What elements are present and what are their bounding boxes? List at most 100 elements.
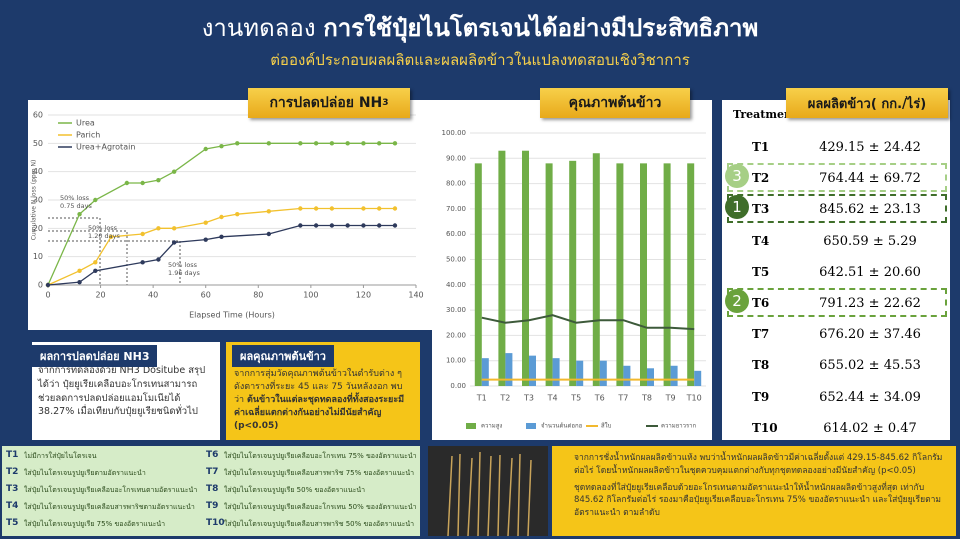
highlight-box (727, 163, 947, 193)
annotation: 50% loss (168, 261, 198, 269)
highlight-box (727, 288, 947, 317)
bar (552, 358, 560, 386)
legend-swatch (466, 423, 476, 429)
treatment-label: T8 (752, 358, 770, 373)
treatment-code: T3 (6, 484, 19, 494)
bar (687, 163, 695, 386)
point (219, 214, 224, 220)
rank-badge: 3 (725, 164, 749, 189)
x-tick-label: T1 (476, 394, 487, 403)
point (298, 223, 303, 228)
point (329, 141, 335, 146)
half-loss-guides (48, 217, 181, 285)
yield-value: 676.20 ± 37.46 (819, 327, 921, 343)
point (156, 177, 161, 183)
x-tick-label: T7 (617, 394, 628, 403)
bar (694, 370, 702, 386)
y-axis-title: Cumulative N loss (ppm N) (31, 160, 38, 241)
tab-text: การปลดปล่อย NH (269, 95, 383, 111)
rank-badge: 2 (725, 289, 749, 313)
y-tick-label: 40.00 (446, 281, 466, 289)
y-tick-label: 80.00 (446, 180, 466, 188)
point (140, 231, 145, 237)
x-tick-label: T3 (523, 394, 534, 403)
point (235, 141, 240, 146)
point (392, 223, 398, 228)
point (124, 180, 130, 186)
nh3-chart: 0 10 20 30 40 50 60 0 20 40 60 80 100 120 140 Elapsed T… (31, 111, 424, 320)
point (77, 268, 82, 274)
rank-badge: 1 (725, 195, 749, 220)
bar (640, 163, 647, 386)
point (77, 279, 82, 285)
x-tick-label: 0 (45, 291, 50, 300)
legend-label: Parich (76, 131, 100, 140)
quality-result-title: ผลคุณภาพต้นข้าว (232, 345, 334, 367)
point (313, 223, 319, 228)
point (156, 226, 161, 231)
bar (569, 160, 577, 386)
point (156, 257, 161, 262)
point (377, 223, 382, 228)
point (45, 282, 51, 288)
treatment-desc: ใส่ปุ๋ยไนโตรเจนรูปยูเรียตามอัตราแนะนำ (24, 469, 146, 477)
point (298, 206, 303, 211)
x-tick-label: T2 (499, 394, 510, 403)
nh3-tab: การปลดปล่อย NH 3 (248, 88, 410, 118)
annotation: 50% loss (88, 224, 118, 232)
bar (592, 153, 600, 386)
point (377, 141, 382, 146)
yield-value: 642.51 ± 20.60 (819, 264, 921, 280)
bar (616, 163, 624, 386)
bar (663, 163, 671, 386)
legend-label: จำนวนต้นต่อกอ (541, 423, 583, 430)
y-tick-label: 70.00 (446, 205, 466, 213)
series-line (47, 224, 395, 286)
yield-value: 429.15 ± 24.42 (819, 140, 921, 155)
treatment-desc: ใส่ปุ๋ยไนโตรเจนรูปยูเรียเคลือบสารพาริช 7… (224, 469, 415, 477)
x-tick-label: 140 (408, 291, 423, 300)
treatment-code: T5 (6, 518, 19, 528)
bar (623, 365, 631, 386)
x-tick-label: 20 (95, 291, 105, 300)
treatment-label: T1 (752, 140, 770, 154)
treatment-code: T9 (206, 501, 219, 511)
point (377, 206, 382, 211)
bar (545, 163, 553, 386)
treatment-desc: ใส่ปุ๋ยไนโตรเจนรูปยูเรียเคลือบสารพาริชตา… (24, 503, 195, 511)
point (93, 260, 98, 265)
y-tick-label: 100.00 (442, 129, 467, 137)
x-tick-label: 120 (356, 291, 371, 300)
y-tick-label: 40 (33, 167, 43, 176)
treatment-code: T7 (206, 467, 219, 477)
legend-label: ความสูง (481, 423, 502, 430)
highlight-box (727, 194, 947, 224)
y-tick-label: 60.00 (446, 230, 466, 238)
bar (481, 358, 489, 386)
point (77, 211, 82, 217)
treatment-code: T6 (206, 450, 219, 460)
quality-text: จากการสุ่มวัดคุณภาพต้นข้าวในตำรับต่าง ๆ … (234, 369, 403, 406)
annotation: 50% loss (60, 194, 90, 202)
bar (647, 368, 654, 386)
treatment-label: T9 (752, 389, 770, 404)
x-tick-label: T4 (547, 394, 558, 403)
yield-value: 764.44 ± 69.72 (819, 171, 921, 187)
legend-label: ความยาวราก (661, 423, 697, 430)
y-tick-label: 50.00 (446, 256, 466, 264)
legend-label: สีใบ (601, 422, 612, 430)
point (266, 209, 271, 214)
bar (474, 163, 482, 386)
x-tick-label: 40 (148, 291, 158, 300)
point (203, 220, 208, 225)
conclusion-1: จากการชั่งน้ำหนักผลผลิตข้าวแห้ง พบว่าน้ำ… (574, 453, 943, 476)
bar (498, 150, 506, 386)
y-tick-label: 30 (33, 196, 43, 205)
yield-tab: ผลผลิตข้าว( กก./ไร่) (786, 88, 948, 118)
annotation: 1.20 days (88, 232, 120, 240)
annotation: 0.75 days (60, 202, 92, 210)
quality-emphasis: ต้นข้าวในแต่ละชุดทดลองที่ทั้งสองระยะมีค่… (234, 395, 405, 432)
y-tick-label: 90.00 (446, 154, 466, 162)
point (266, 231, 271, 237)
yield-value: 652.44 ± 34.09 (819, 389, 921, 405)
